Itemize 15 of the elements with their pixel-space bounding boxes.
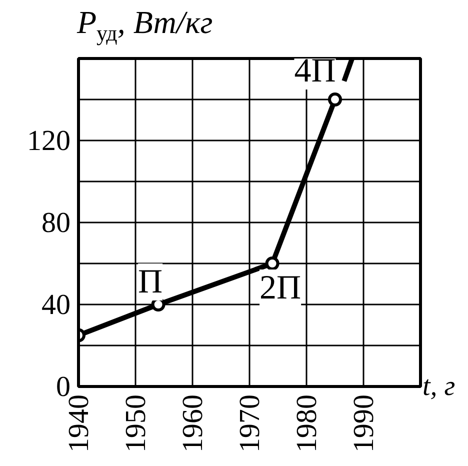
x-tick-label: 1960 (177, 394, 209, 452)
y-tick-label: 40 (42, 289, 70, 321)
y-tick-label: 120 (27, 125, 70, 157)
annotation: 4П (294, 52, 336, 90)
y-axis-title: P$_{уд}$, Вт/кг (77, 4, 213, 46)
point (328, 92, 342, 106)
point (265, 256, 280, 270)
annotation: 2П (260, 270, 302, 306)
y-tick-label: 80 (42, 207, 70, 239)
x-tick-label: 1950 (120, 394, 152, 452)
x-tick-label: 1970 (234, 394, 266, 452)
annotation: П (138, 264, 163, 300)
x-tick-label: 1980 (291, 394, 323, 452)
x-tick-label: 1990 (348, 394, 380, 452)
x-axis-title: t, г (422, 371, 456, 402)
